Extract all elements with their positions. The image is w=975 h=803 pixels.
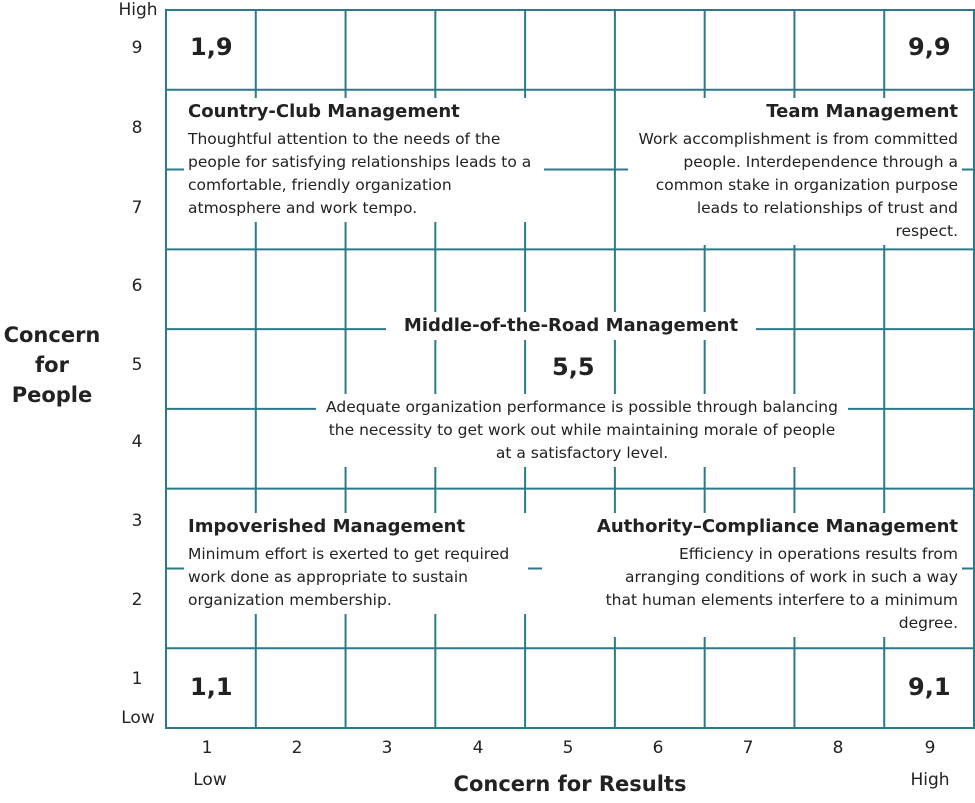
coordinate-9-1: 9,1 <box>904 672 955 702</box>
x-axis-high-label: High <box>910 770 950 790</box>
y-tick-4: 4 <box>131 432 143 452</box>
impoverished-management-description: Minimum effort is exerted to get require… <box>188 545 510 609</box>
x-tick-7: 7 <box>742 738 754 758</box>
country-club-management-title: Country-Club Management <box>188 101 460 122</box>
coordinate-9-9: 9,9 <box>904 32 955 62</box>
x-tick-8: 8 <box>832 738 844 758</box>
y-tick-6: 6 <box>131 276 143 296</box>
authority-compliance-management-block: Authority–Compliance Management Efficien… <box>542 513 962 637</box>
x-tick-2: 2 <box>291 738 303 758</box>
country-club-management-block: Country-Club Management Thoughtful atten… <box>184 98 544 222</box>
y-tick-9: 9 <box>131 38 143 58</box>
country-club-management-description: Thoughtful attention to the needs of the… <box>188 130 532 217</box>
authority-compliance-management-description: Efficiency in operations results from ar… <box>605 545 958 632</box>
x-tick-5: 5 <box>562 738 574 758</box>
team-management-description: Work accomplishment is from committed pe… <box>638 130 958 240</box>
middle-of-the-road-description-box: Adequate organization performance is pos… <box>316 394 848 467</box>
impoverished-management-block: Impoverished Management Minimum effort i… <box>184 513 528 614</box>
x-axis-title: Concern for Results <box>453 772 687 796</box>
team-management-title: Team Management <box>766 101 958 122</box>
middle-of-the-road-title-box: Middle-of-the-Road Management <box>386 312 756 340</box>
coordinate-1-1: 1,1 <box>186 672 237 702</box>
x-tick-1: 1 <box>201 738 213 758</box>
y-axis-title: Concern for People <box>3 323 101 407</box>
authority-compliance-management-title: Authority–Compliance Management <box>596 516 958 537</box>
coordinate-1-9: 1,9 <box>186 32 237 62</box>
y-tick-1: 1 <box>131 669 143 689</box>
x-tick-9: 9 <box>924 738 936 758</box>
x-tick-4: 4 <box>472 738 484 758</box>
impoverished-management-title: Impoverished Management <box>188 516 466 537</box>
y-tick-2: 2 <box>131 590 143 610</box>
y-tick-8: 8 <box>131 118 143 138</box>
y-tick-5: 5 <box>131 355 143 375</box>
coordinate-5-5: 5,5 <box>548 352 599 382</box>
middle-of-the-road-description: Adequate organization performance is pos… <box>326 398 838 462</box>
y-tick-7: 7 <box>131 198 143 218</box>
x-axis-low-label: Low <box>193 770 227 790</box>
x-tick-3: 3 <box>381 738 393 758</box>
x-tick-6: 6 <box>652 738 664 758</box>
grid-border <box>165 9 975 729</box>
middle-of-the-road-title: Middle-of-the-Road Management <box>403 315 739 336</box>
y-axis-low-label: Low <box>121 708 155 728</box>
y-axis-high-label: High <box>118 0 158 20</box>
y-tick-3: 3 <box>131 511 143 531</box>
team-management-block: Team Management Work accomplishment is f… <box>628 98 962 245</box>
